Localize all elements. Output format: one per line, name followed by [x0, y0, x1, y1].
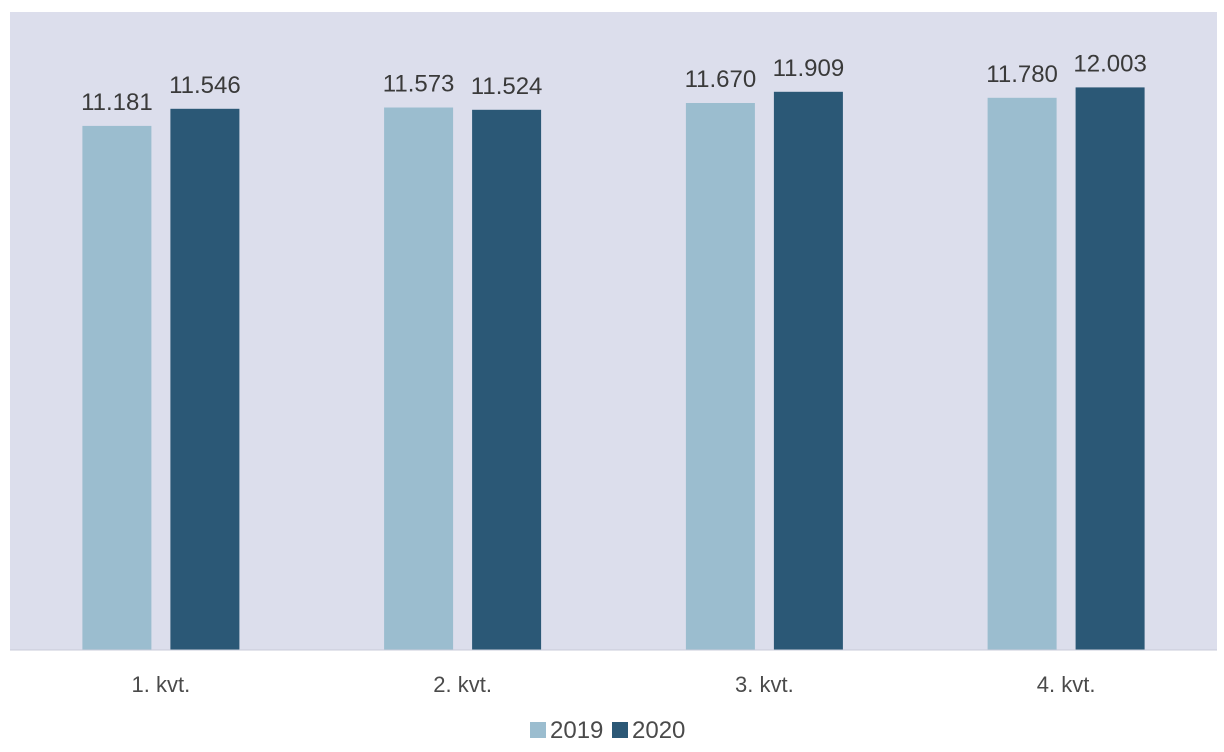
legend-swatch-2019 [530, 722, 546, 738]
category-label-q4: 4. kvt. [1037, 672, 1096, 697]
data-label-2019-q4: 11.780 [986, 61, 1058, 88]
data-label-2020-q4: 12.003 [1073, 50, 1146, 77]
bars-layer [82, 87, 1145, 651]
data-label-2020-q2: 11.524 [471, 73, 543, 100]
data-label-2019-q1: 11.181 [81, 89, 153, 116]
data-label-2019-q3: 11.670 [685, 66, 757, 93]
bar-2020-q2 [472, 109, 542, 651]
category-axis: 1. kvt. 2. kvt. 3. kvt. 4. kvt. [132, 672, 1096, 697]
bar-2020-q1 [170, 108, 240, 651]
bar-2019-q4 [987, 97, 1057, 651]
data-label-2019-q2: 11.573 [383, 71, 455, 98]
bar-2020-q3 [773, 91, 843, 651]
bar-2019-q2 [384, 107, 454, 650]
legend: 2019 2020 [530, 717, 685, 744]
legend-label-2019: 2019 [550, 717, 603, 744]
category-label-q1: 1. kvt. [132, 672, 191, 697]
data-label-2020-q3: 11.909 [773, 55, 845, 82]
category-label-q2: 2. kvt. [433, 672, 492, 697]
bar-2020-q4 [1075, 87, 1145, 650]
bar-2019-q3 [685, 103, 755, 650]
data-labels-layer: 11.181 11.546 11.573 11.524 11.670 11.909 11.7… [81, 50, 1147, 116]
data-label-2020-q1: 11.546 [169, 72, 241, 99]
category-label-q3: 3. kvt. [735, 672, 794, 697]
bar-2019-q1 [82, 125, 152, 650]
legend-label-2020: 2020 [632, 717, 685, 744]
legend-swatch-2020 [612, 722, 628, 738]
